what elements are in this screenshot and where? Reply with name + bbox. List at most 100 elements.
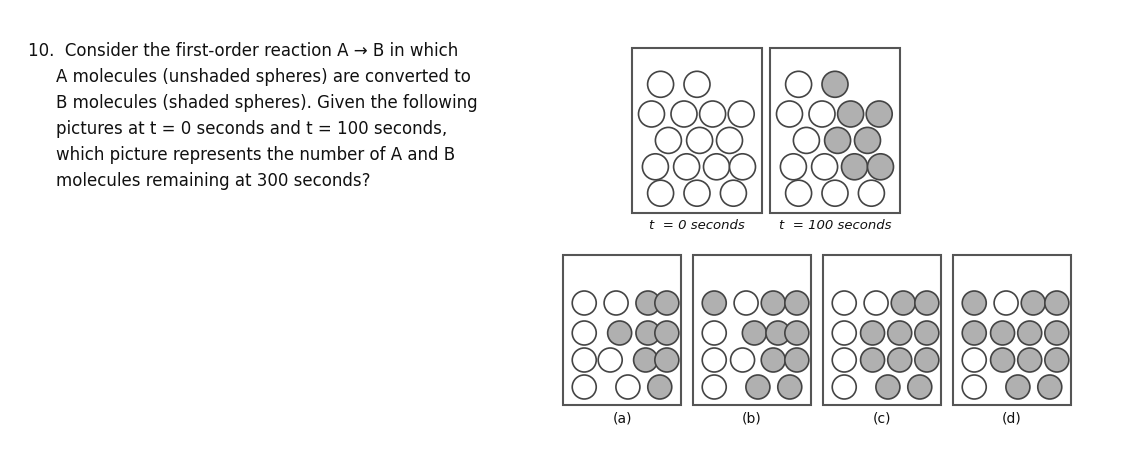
Text: (c): (c) [873,411,891,425]
Circle shape [730,348,755,372]
Bar [693,255,811,405]
Circle shape [832,348,856,372]
Circle shape [1045,291,1069,315]
Circle shape [825,127,850,154]
Circle shape [785,291,809,315]
Circle shape [785,180,811,206]
Circle shape [700,101,726,127]
Text: B molecules (shaded spheres). Given the following: B molecules (shaded spheres). Given the … [56,94,478,112]
Circle shape [888,321,911,345]
Circle shape [766,321,790,345]
Text: (d): (d) [1002,411,1022,425]
Circle shape [742,321,766,345]
Text: t  = 100 seconds: t = 100 seconds [778,219,891,232]
Circle shape [990,348,1015,372]
Circle shape [702,321,727,345]
Circle shape [702,375,727,399]
Circle shape [915,291,939,315]
Circle shape [762,348,785,372]
Circle shape [994,291,1018,315]
Circle shape [793,127,819,154]
Circle shape [648,71,674,97]
Circle shape [962,291,987,315]
Bar [562,255,681,405]
Circle shape [684,180,710,206]
Circle shape [776,101,802,127]
Circle shape [1018,348,1042,372]
Circle shape [876,375,900,399]
Circle shape [838,101,864,127]
Circle shape [915,348,939,372]
Circle shape [861,321,884,345]
Circle shape [1018,321,1042,345]
Text: 10.  Consider the first-order reaction A → B in which: 10. Consider the first-order reaction A … [28,42,458,60]
Circle shape [615,375,640,399]
Circle shape [866,101,892,127]
Text: molecules remaining at 300 seconds?: molecules remaining at 300 seconds? [56,172,370,190]
Circle shape [717,127,742,154]
Circle shape [858,180,884,206]
Circle shape [703,154,729,180]
Circle shape [639,101,665,127]
Circle shape [636,321,660,345]
Circle shape [842,154,867,180]
Circle shape [674,154,700,180]
Circle shape [686,127,712,154]
Circle shape [598,348,622,372]
Circle shape [648,180,674,206]
Circle shape [809,101,835,127]
Circle shape [855,127,881,154]
Circle shape [762,291,785,315]
Circle shape [636,291,660,315]
Circle shape [655,348,678,372]
Circle shape [720,180,746,206]
Circle shape [670,101,698,127]
Circle shape [861,348,884,372]
Circle shape [822,180,848,206]
Circle shape [735,291,758,315]
Circle shape [832,291,856,315]
Text: (b): (b) [742,411,762,425]
Circle shape [811,154,838,180]
Circle shape [785,348,809,372]
Circle shape [777,375,802,399]
Bar [632,48,762,213]
Circle shape [655,321,678,345]
Text: (a): (a) [612,411,632,425]
Circle shape [891,291,916,315]
Circle shape [962,375,987,399]
Circle shape [684,71,710,97]
Circle shape [1045,321,1069,345]
Bar [824,255,940,405]
Circle shape [729,154,756,180]
Circle shape [728,101,754,127]
Circle shape [746,375,770,399]
Circle shape [785,71,811,97]
Circle shape [573,348,596,372]
Circle shape [1037,375,1062,399]
Circle shape [702,348,727,372]
Circle shape [915,321,939,345]
Circle shape [785,321,809,345]
Circle shape [702,291,727,315]
Circle shape [962,348,987,372]
Circle shape [867,154,893,180]
Circle shape [990,321,1015,345]
Circle shape [1022,291,1045,315]
Circle shape [781,154,807,180]
Circle shape [832,375,856,399]
Text: which picture represents the number of A and B: which picture represents the number of A… [56,146,456,164]
Bar [770,48,900,213]
Circle shape [608,321,631,345]
Circle shape [962,321,987,345]
Circle shape [864,291,888,315]
Circle shape [573,321,596,345]
Text: pictures at t = 0 seconds and t = 100 seconds,: pictures at t = 0 seconds and t = 100 se… [56,120,448,138]
Circle shape [573,375,596,399]
Circle shape [573,291,596,315]
Circle shape [633,348,658,372]
Circle shape [642,154,668,180]
Circle shape [1006,375,1029,399]
Circle shape [604,291,628,315]
Circle shape [1045,348,1069,372]
